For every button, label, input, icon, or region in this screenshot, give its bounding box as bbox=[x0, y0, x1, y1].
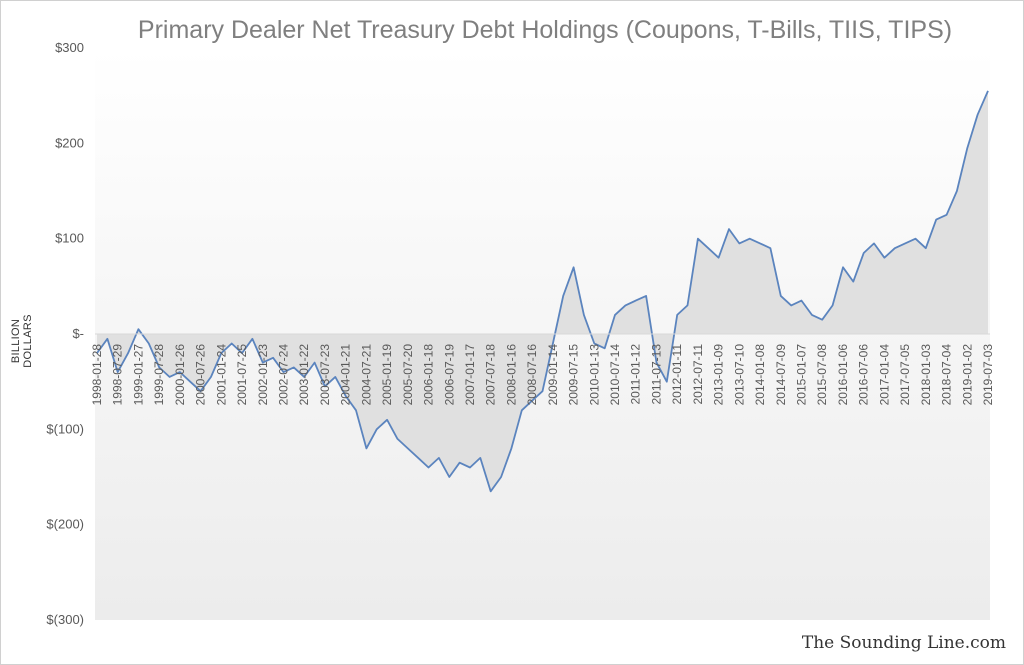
x-tick-label: 2008-01-16 bbox=[504, 344, 518, 406]
x-tick-label: 2016-01-06 bbox=[836, 344, 850, 406]
x-tick-label: 2000-01-26 bbox=[173, 344, 187, 406]
x-tick-label: 1999-07-28 bbox=[152, 344, 166, 406]
x-tick-label: 2011-07-13 bbox=[650, 344, 664, 405]
x-tick-label: 2001-01-24 bbox=[214, 344, 228, 406]
x-tick-label: 2014-07-09 bbox=[774, 344, 788, 406]
x-tick-label: 1999-01-27 bbox=[131, 344, 145, 406]
x-tick-label: 2012-01-11 bbox=[670, 344, 684, 405]
y-tick-label: $- bbox=[72, 326, 84, 341]
x-tick-label: 2002-07-24 bbox=[277, 344, 291, 406]
x-tick-label: 2001-07-25 bbox=[235, 344, 249, 406]
x-tick-label: 2008-07-16 bbox=[525, 344, 539, 406]
watermark: The Sounding Line.com bbox=[801, 633, 1006, 653]
x-tick-label: 2003-01-22 bbox=[297, 344, 311, 406]
x-tick-label: 2017-01-04 bbox=[877, 344, 891, 406]
chart-title: Primary Dealer Net Treasury Debt Holding… bbox=[137, 16, 953, 44]
x-tick-label: 2005-07-20 bbox=[401, 344, 415, 406]
x-tick-label: 2009-01-14 bbox=[546, 344, 560, 406]
x-tick-label: 1998-07-29 bbox=[111, 344, 125, 406]
x-tick-label: 2017-07-05 bbox=[898, 344, 912, 406]
x-tick-label: 2010-01-13 bbox=[587, 344, 601, 406]
x-tick-label: 2018-07-04 bbox=[940, 344, 954, 406]
x-tick-label: 2003-07-23 bbox=[318, 344, 332, 406]
x-tick-label: 2015-07-08 bbox=[815, 344, 829, 406]
y-tick-label: $(300) bbox=[46, 612, 84, 627]
x-tick-label: 2007-01-17 bbox=[463, 344, 477, 406]
x-tick-label: 2012-07-11 bbox=[691, 344, 705, 405]
x-tick-label: 2018-01-03 bbox=[919, 344, 933, 406]
y-tick-label: $(200) bbox=[46, 517, 84, 532]
x-tick-label: 2010-07-14 bbox=[608, 344, 622, 406]
x-tick-label: 2004-07-21 bbox=[359, 344, 373, 406]
x-tick-label: 2009-07-15 bbox=[567, 344, 581, 406]
x-tick-label: 2013-01-09 bbox=[712, 344, 726, 406]
x-tick-label: 2019-01-02 bbox=[960, 344, 974, 406]
y-tick-label: $(100) bbox=[46, 421, 84, 436]
x-tick-label: 1998-01-28 bbox=[90, 344, 104, 406]
y-tick-label: $300 bbox=[55, 40, 84, 55]
x-tick-label: 2015-01-07 bbox=[795, 344, 809, 406]
x-tick-label: 2014-01-08 bbox=[753, 344, 767, 406]
x-tick-label: 2000-07-26 bbox=[194, 344, 208, 406]
x-tick-label: 2006-07-19 bbox=[442, 344, 456, 406]
x-tick-label: 2005-01-19 bbox=[380, 344, 394, 406]
x-tick-label: 2007-07-18 bbox=[484, 344, 498, 406]
x-tick-label: 2013-07-10 bbox=[732, 344, 746, 406]
x-tick-label: 2019-07-03 bbox=[981, 344, 995, 406]
series-line bbox=[96, 90, 989, 493]
x-tick-label: 2011-01-12 bbox=[629, 344, 643, 405]
x-tick-label: 2016-07-06 bbox=[857, 344, 871, 406]
y-tick-label: $100 bbox=[55, 231, 84, 246]
y-tick-label: $200 bbox=[55, 135, 84, 150]
x-tick-label: 2004-01-21 bbox=[339, 344, 353, 406]
x-tick-label: 2002-01-23 bbox=[256, 344, 270, 406]
x-tick-label: 2006-01-18 bbox=[422, 344, 436, 406]
